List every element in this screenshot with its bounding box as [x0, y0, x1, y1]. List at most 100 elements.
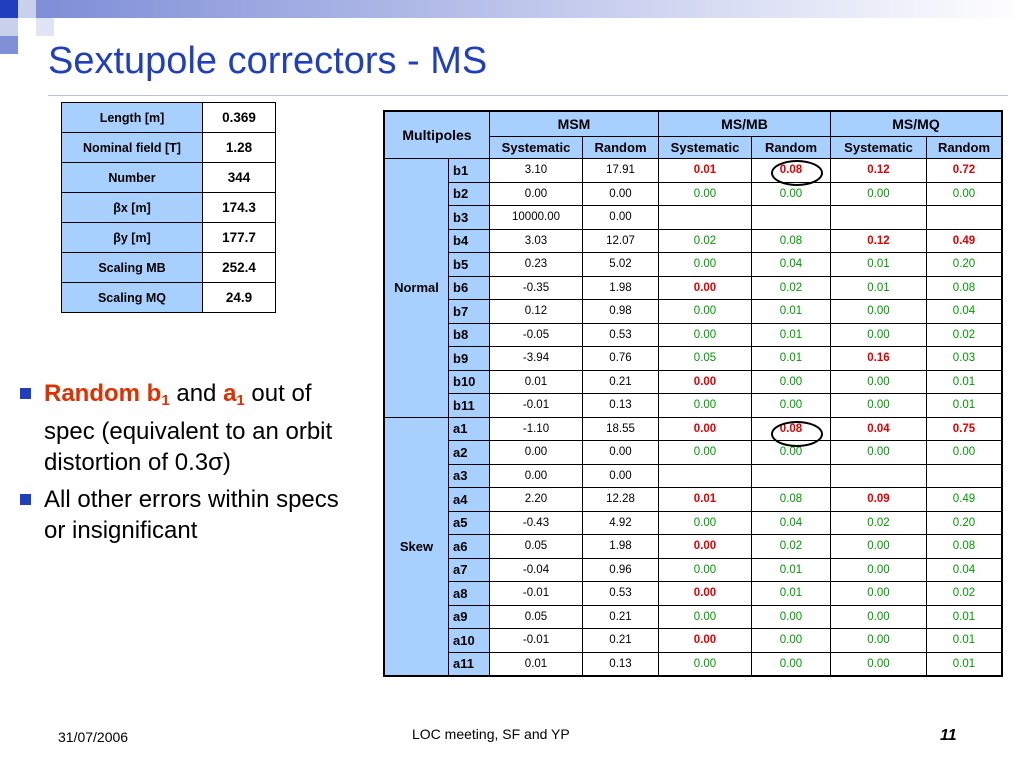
- value-cell: 0.04: [926, 557, 1003, 582]
- value-cell: 0.00: [658, 651, 752, 677]
- value-cell: 0.23: [489, 252, 583, 277]
- parameter-label: Number: [61, 162, 203, 193]
- value-cell: 18.55: [582, 416, 659, 441]
- value-cell: [830, 463, 927, 488]
- multipole-name: b9: [448, 346, 490, 371]
- multipoles-corner-header: Multipoles: [383, 110, 490, 159]
- value-cell: -0.35: [489, 275, 583, 300]
- value-cell: 0.53: [582, 322, 659, 347]
- value-cell: 0.76: [582, 346, 659, 371]
- parameter-row: βy [m] 177.7: [61, 222, 276, 253]
- value-cell: 0.01: [489, 369, 583, 394]
- value-cell: 0.00: [582, 440, 659, 465]
- value-cell: 0.00: [830, 557, 927, 582]
- value-cell: 0.00: [926, 440, 1003, 465]
- value-cell: 0.05: [489, 604, 583, 629]
- value-cell: 0.04: [751, 252, 831, 277]
- value-cell: 0.04: [830, 416, 927, 441]
- value-cell: 0.00: [658, 510, 752, 535]
- multipole-name: a4: [448, 487, 490, 512]
- value-cell: 0.05: [658, 346, 752, 371]
- value-cell: 0.72: [926, 158, 1003, 183]
- value-cell: 0.00: [830, 604, 927, 629]
- section-label: Skew: [383, 416, 449, 677]
- multipole-name: b2: [448, 181, 490, 206]
- value-cell: 0.04: [926, 299, 1003, 324]
- value-cell: 0.49: [926, 487, 1003, 512]
- multipole-row: b9 -3.94 0.76 0.05 0.01 0.16 0.03: [384, 346, 1003, 371]
- multipole-name: b4: [448, 228, 490, 253]
- value-cell: [658, 205, 752, 230]
- group-header-msm: MSM: [489, 110, 659, 137]
- value-cell: [751, 205, 831, 230]
- parameter-label: Scaling MQ: [61, 282, 203, 313]
- multipole-row: b2 0.00 0.00 0.00 0.00 0.00 0.00: [384, 181, 1003, 206]
- multipole-row: a7 -0.04 0.96 0.00 0.01 0.00 0.04: [384, 557, 1003, 582]
- parameter-value: 0.369: [202, 102, 276, 133]
- value-cell: 5.02: [582, 252, 659, 277]
- value-cell: 0.00: [830, 440, 927, 465]
- value-cell: 0.01: [830, 275, 927, 300]
- parameter-label: βy [m]: [61, 222, 203, 253]
- bullet-item: All other errors within specs or insigni…: [20, 484, 360, 546]
- value-cell: 0.08: [751, 416, 831, 441]
- value-cell: 0.00: [658, 275, 752, 300]
- multipole-name: a10: [448, 628, 490, 653]
- value-cell: -0.04: [489, 557, 583, 582]
- value-cell: 0.12: [489, 299, 583, 324]
- value-cell: 0.00: [658, 557, 752, 582]
- value-cell: 0.00: [830, 581, 927, 606]
- value-cell: 0.00: [658, 440, 752, 465]
- subheader-systematic: Systematic: [489, 136, 583, 159]
- parameter-row: Scaling MB 252.4: [61, 252, 276, 283]
- corner-decoration: [0, 0, 120, 60]
- multipole-name: a8: [448, 581, 490, 606]
- value-cell: 0.00: [830, 181, 927, 206]
- subheader-random: Random: [751, 136, 831, 159]
- value-cell: 0.00: [489, 440, 583, 465]
- parameter-row: Number 344: [61, 162, 276, 193]
- value-cell: 0.00: [582, 205, 659, 230]
- value-cell: 0.01: [658, 487, 752, 512]
- parameter-value: 252.4: [202, 252, 276, 283]
- header-gradient-bar: [54, 0, 1024, 18]
- value-cell: 0.16: [830, 346, 927, 371]
- value-cell: 0.00: [658, 181, 752, 206]
- value-cell: 0.00: [751, 369, 831, 394]
- bullet-list: Random b1 and a1 out of spec (equivalent…: [20, 378, 360, 552]
- value-cell: 0.09: [830, 487, 927, 512]
- multipole-row: b4 3.03 12.07 0.02 0.08 0.12 0.49: [384, 228, 1003, 253]
- value-cell: 0.02: [926, 581, 1003, 606]
- value-cell: 0.01: [489, 651, 583, 677]
- value-cell: 0.01: [926, 628, 1003, 653]
- multipole-name: a2: [448, 440, 490, 465]
- value-cell: 0.00: [658, 299, 752, 324]
- value-cell: 0.01: [751, 557, 831, 582]
- value-cell: 0.21: [582, 628, 659, 653]
- value-cell: 0.02: [830, 510, 927, 535]
- value-cell: -1.10: [489, 416, 583, 441]
- value-cell: 0.01: [926, 393, 1003, 418]
- value-cell: 0.08: [926, 275, 1003, 300]
- value-cell: 0.05: [489, 534, 583, 559]
- subscript: 1: [161, 392, 170, 409]
- value-cell: 0.20: [926, 510, 1003, 535]
- value-cell: 0.01: [658, 158, 752, 183]
- value-cell: 0.12: [830, 228, 927, 253]
- multipole-row: b8 -0.05 0.53 0.00 0.01 0.00 0.02: [384, 322, 1003, 347]
- bullet-text: out of spec (equivalent to an orbit dist…: [44, 380, 333, 476]
- value-cell: 0.75: [926, 416, 1003, 441]
- subheader-random: Random: [582, 136, 659, 159]
- multipole-row: a4 2.20 12.28 0.01 0.08 0.09 0.49: [384, 487, 1003, 512]
- multipole-name: a5: [448, 510, 490, 535]
- value-cell: 0.00: [658, 369, 752, 394]
- parameter-row: Scaling MQ 24.9: [61, 282, 276, 313]
- value-cell: 0.00: [751, 440, 831, 465]
- section-label: Normal: [383, 158, 449, 418]
- value-cell: 12.28: [582, 487, 659, 512]
- value-cell: 0.00: [830, 651, 927, 677]
- footer-date: 31/07/2006: [58, 729, 129, 745]
- value-cell: 0.00: [658, 604, 752, 629]
- value-cell: 0.08: [926, 534, 1003, 559]
- value-cell: 0.00: [830, 322, 927, 347]
